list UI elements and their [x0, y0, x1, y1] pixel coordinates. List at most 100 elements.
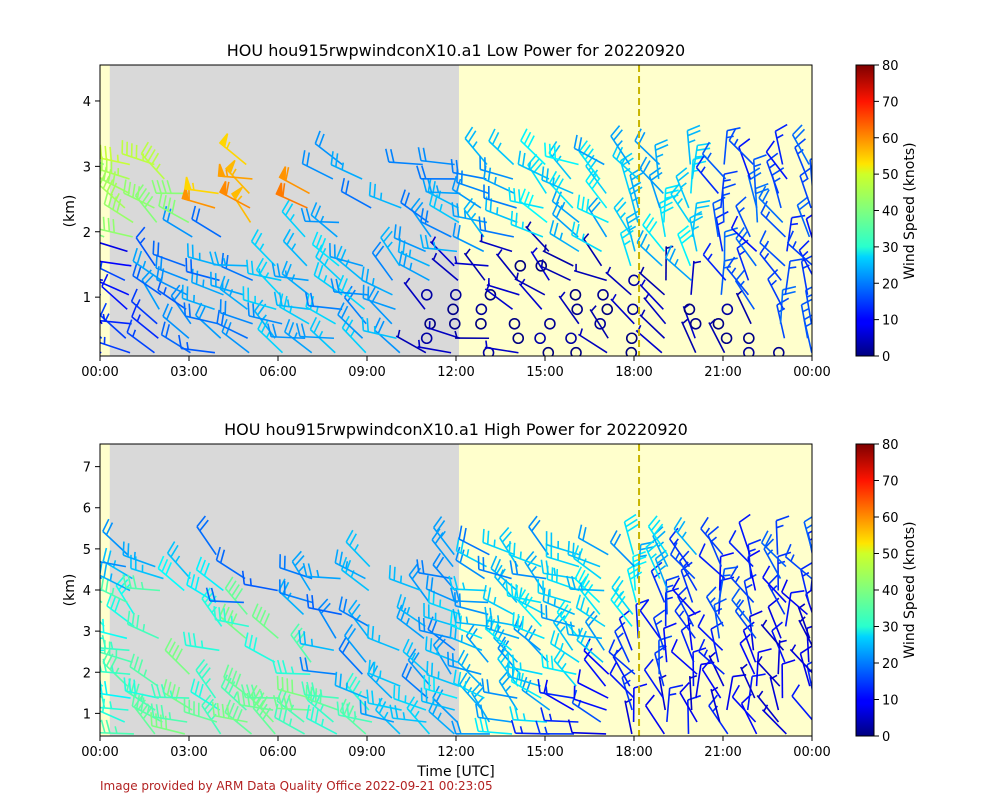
- barb-shaft: [396, 606, 426, 628]
- barb-flag: [150, 152, 160, 166]
- barb-shaft: [103, 203, 134, 224]
- wind-barb: [673, 516, 698, 556]
- barb-flag: [673, 516, 683, 530]
- barb-shaft: [453, 215, 488, 224]
- barb-flag: [314, 205, 322, 219]
- wind-barb: [295, 323, 334, 340]
- wind-barb: [195, 658, 217, 699]
- barb-shaft: [486, 284, 520, 296]
- barb-half-flag: [409, 262, 413, 271]
- barb-shaft: [687, 616, 693, 651]
- barb-flag: [669, 542, 678, 555]
- wind-barbs: [73, 123, 812, 356]
- barb-shaft: [767, 278, 785, 310]
- barb-flag: [318, 133, 325, 148]
- barb-flag: [165, 562, 172, 576]
- barb-flag: [255, 699, 265, 713]
- barb-flag: [159, 714, 163, 729]
- barb-flag: [276, 659, 283, 674]
- barb-flag: [494, 558, 502, 573]
- barb-flag: [166, 208, 172, 223]
- barb-flag: [513, 188, 516, 202]
- barb-flag: [422, 178, 428, 193]
- barb-shaft: [742, 630, 757, 663]
- wind-barb: [126, 319, 155, 354]
- barb-shaft: [450, 636, 483, 652]
- barb-shaft: [398, 251, 430, 267]
- wind-barb: [301, 681, 339, 699]
- wind-barb: [701, 141, 727, 180]
- barb-flag: [282, 228, 291, 242]
- barb-flag: [106, 592, 113, 607]
- wind-barb: [534, 332, 546, 345]
- barb-flag: [338, 596, 343, 611]
- calm-circle: [683, 303, 696, 316]
- wind-barb: [654, 549, 669, 591]
- barb-flag: [252, 688, 262, 702]
- wind-barb: [218, 133, 247, 166]
- barb-flag: [798, 200, 811, 211]
- barb-flag: [106, 179, 114, 193]
- barb-flag: [118, 579, 129, 591]
- barb-shaft: [244, 583, 278, 592]
- barb-flag: [425, 688, 428, 703]
- barb-flag: [188, 303, 191, 318]
- barb-flag: [100, 267, 101, 270]
- barb-flag: [164, 637, 173, 651]
- barb-shaft: [115, 585, 135, 615]
- barb-shaft: [341, 569, 370, 592]
- barb-half-flag: [530, 566, 537, 573]
- wind-barb: [528, 515, 550, 556]
- barb-flag: [78, 688, 79, 702]
- wind-barb: [271, 659, 311, 675]
- barb-shaft: [549, 232, 580, 253]
- barb-flag: [453, 575, 459, 590]
- barb-shaft: [100, 576, 103, 580]
- calm-circle: [569, 289, 582, 301]
- barb-flag: [679, 550, 690, 562]
- wind-barb: [407, 648, 432, 687]
- barb-half-flag: [397, 329, 401, 338]
- barb-flag: [499, 526, 510, 539]
- barb-flag: [73, 136, 75, 149]
- barb-flag: [84, 693, 91, 705]
- barb-flag: [584, 148, 594, 161]
- barb-flag: [784, 543, 792, 558]
- barb-flag: [608, 639, 616, 653]
- barb-half-flag: [74, 282, 75, 289]
- barb-shaft: [767, 606, 782, 639]
- barb-flag: [790, 590, 805, 594]
- barb-flag: [647, 515, 658, 527]
- barb-shaft: [576, 607, 606, 628]
- barb-flag: [653, 523, 664, 536]
- wind-barb: [395, 329, 427, 354]
- wind-barb: [738, 513, 751, 555]
- barb-shaft: [123, 554, 156, 568]
- barb-shaft: [549, 182, 574, 209]
- barb-half-flag: [437, 712, 442, 720]
- barb-half-flag: [765, 211, 771, 219]
- barb-shaft: [419, 629, 453, 640]
- barb-shaft: [551, 200, 580, 224]
- wind-barb: [251, 603, 279, 639]
- wind-barb: [276, 675, 312, 699]
- x-tick-label: 21:00: [704, 365, 741, 380]
- barb-shaft: [100, 278, 104, 282]
- barb-flag: [436, 520, 446, 533]
- barb-shaft: [806, 664, 812, 693]
- barb-shaft: [427, 191, 459, 209]
- barb-shaft: [800, 261, 809, 295]
- barb-flag: [190, 259, 193, 273]
- barb-shaft: [488, 140, 515, 166]
- wind-barb: [723, 127, 741, 165]
- wind-barb: [652, 609, 666, 651]
- barb-half-flag: [552, 177, 555, 185]
- barb-shaft: [577, 682, 609, 699]
- wind-barb: [100, 561, 127, 568]
- barb-flag: [555, 178, 564, 191]
- wind-barb: [484, 340, 519, 354]
- x-tick-label: 12:00: [437, 365, 474, 380]
- barb-shaft: [158, 205, 190, 224]
- barb-shaft: [577, 207, 609, 224]
- barb-half-flag: [229, 288, 234, 297]
